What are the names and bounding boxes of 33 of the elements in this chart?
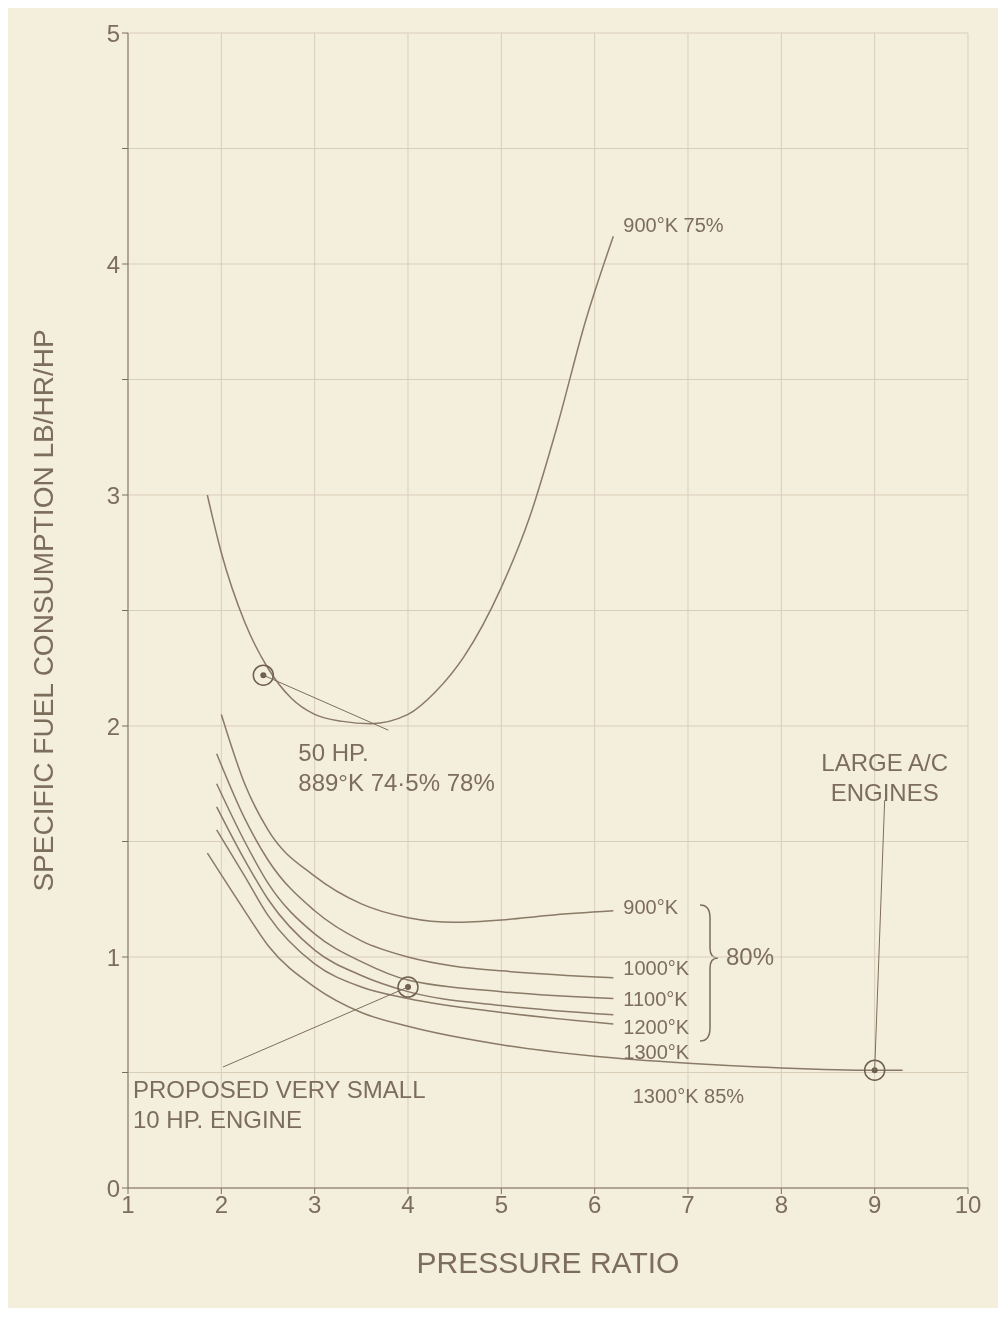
annotation: PROPOSED VERY SMALL 10 HP. ENGINE xyxy=(133,1076,426,1134)
x-tick-label: 10 xyxy=(954,1191,982,1219)
x-tick-label: 3 xyxy=(307,1191,322,1219)
y-axis-title: SPECIFIC FUEL CONSUMPTION LB/HR/HP xyxy=(27,329,59,892)
point xyxy=(863,1059,886,1081)
y-tick-label: 5 xyxy=(106,19,120,47)
y-tick-label: 1 xyxy=(106,943,120,971)
x-tick-label: 7 xyxy=(681,1191,695,1219)
x-tick-label: 6 xyxy=(587,1191,602,1219)
series-label: 1300°K 85% xyxy=(632,1085,745,1108)
x-tick-label: 4 xyxy=(401,1191,415,1219)
series-label: 1300°K xyxy=(623,1041,690,1064)
y-tick-label: 2 xyxy=(106,712,120,740)
series-label: 1100°K xyxy=(623,987,689,1010)
annotation: 50 HP. 889°K 74·5% 78% xyxy=(298,739,495,797)
series-label: 900°K 75% xyxy=(623,213,724,236)
y-tick-label: 3 xyxy=(106,481,120,509)
annotation: 80% xyxy=(726,943,775,971)
line-series xyxy=(220,713,615,924)
x-tick-label: 5 xyxy=(494,1191,509,1219)
point xyxy=(252,664,275,686)
series-label: 1000°K xyxy=(623,957,690,980)
x-tick-label: 8 xyxy=(774,1191,789,1219)
x-tick-label: 9 xyxy=(867,1191,882,1219)
x-axis-title: PRESSURE RATIO xyxy=(416,1246,680,1279)
point xyxy=(397,976,419,998)
line-series xyxy=(206,235,615,725)
y-tick-label: 0 xyxy=(106,1174,120,1202)
y-tick-label: 4 xyxy=(106,250,120,278)
series-label: 900°K xyxy=(623,896,679,919)
series-label: 1200°K xyxy=(623,1016,690,1039)
x-tick-label: 2 xyxy=(214,1191,229,1219)
annotation: LARGE A/C ENGINES xyxy=(821,749,949,807)
